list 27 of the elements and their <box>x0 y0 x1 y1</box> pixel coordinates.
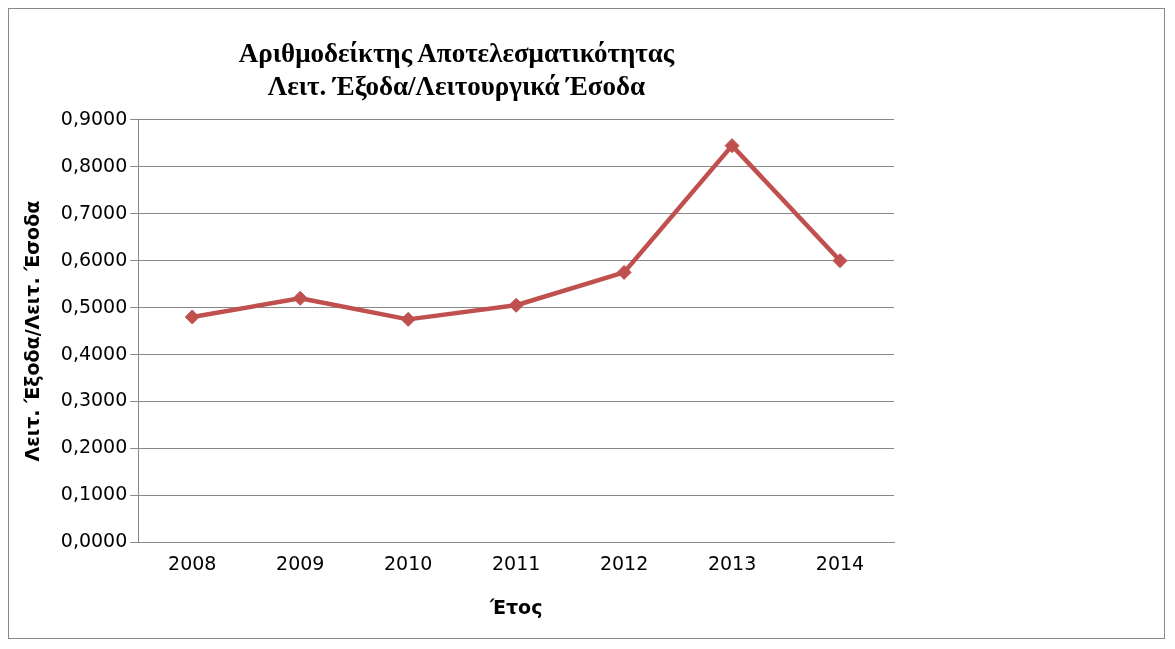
x-tick-label: 2009 <box>276 551 325 574</box>
x-axis-title: Έτος <box>488 595 543 618</box>
point <box>184 309 200 325</box>
point <box>832 253 848 269</box>
y-tick-label: 0,1000 <box>60 482 128 505</box>
y-tick-label: 0,0000 <box>60 529 128 552</box>
x-tick-label: 2011 <box>491 551 541 574</box>
x-tick-label: 2010 <box>384 551 433 574</box>
y-tick-label: 0,9000 <box>60 106 128 129</box>
point <box>724 138 740 154</box>
point <box>616 264 632 280</box>
y-tick-label: 0,5000 <box>60 294 128 317</box>
y-tick-label: 0,3000 <box>60 388 128 411</box>
y-tick-label: 0,2000 <box>60 435 128 458</box>
y-axis-title: Λειτ. Έξοδα/Λειτ. Έσοδα <box>21 200 44 462</box>
x-tick-label: 2012 <box>599 551 649 574</box>
chart-title: Αριθμοδείκτης Αποτελεσματικότητας Λειτ. Έξοδα/Λειτουργικά Έσοδα <box>238 38 675 101</box>
point <box>292 290 308 306</box>
x-tick-label: 2014 <box>815 551 865 574</box>
x-tick-label: 2013 <box>707 551 757 574</box>
x-tick-label: 2008 <box>168 551 217 574</box>
point <box>400 311 416 327</box>
y-tick-label: 0,8000 <box>60 153 128 176</box>
y-tick-label: 0,4000 <box>60 341 128 364</box>
y-tick-label: 0,7000 <box>60 200 128 223</box>
y-tick-label: 0,6000 <box>60 247 128 270</box>
point <box>508 297 524 313</box>
